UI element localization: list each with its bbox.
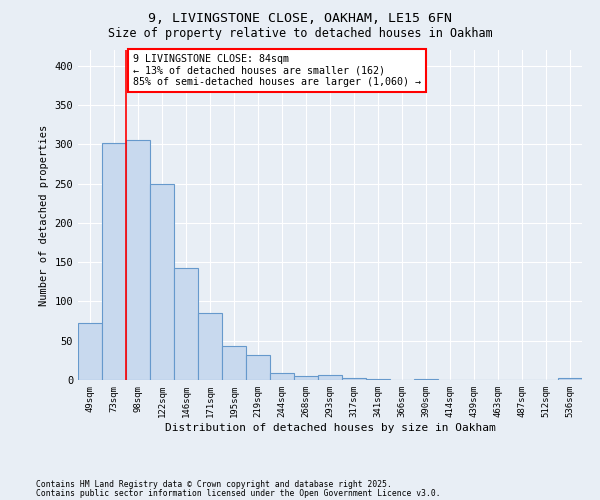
Bar [150,184,174,380]
Bar [366,379,390,380]
Bar [198,313,222,380]
Bar [246,355,270,380]
Text: 9 LIVINGSTONE CLOSE: 84sqm
← 13% of detached houses are smaller (162)
85% of sem: 9 LIVINGSTONE CLOSE: 84sqm ← 13% of deta… [133,54,421,87]
Bar [174,268,198,380]
Text: Contains public sector information licensed under the Open Government Licence v3: Contains public sector information licen… [36,489,440,498]
Bar [126,140,150,380]
Y-axis label: Number of detached properties: Number of detached properties [39,124,49,306]
Bar [294,376,318,380]
Bar [102,142,126,380]
Bar [414,379,438,380]
Bar [342,378,366,380]
Bar [78,324,102,380]
X-axis label: Distribution of detached houses by size in Oakham: Distribution of detached houses by size … [164,422,496,432]
Bar [558,378,582,380]
Bar [318,376,342,380]
Text: Contains HM Land Registry data © Crown copyright and database right 2025.: Contains HM Land Registry data © Crown c… [36,480,392,489]
Text: 9, LIVINGSTONE CLOSE, OAKHAM, LE15 6FN: 9, LIVINGSTONE CLOSE, OAKHAM, LE15 6FN [148,12,452,26]
Bar [222,346,246,380]
Bar [270,373,294,380]
Text: Size of property relative to detached houses in Oakham: Size of property relative to detached ho… [107,28,493,40]
